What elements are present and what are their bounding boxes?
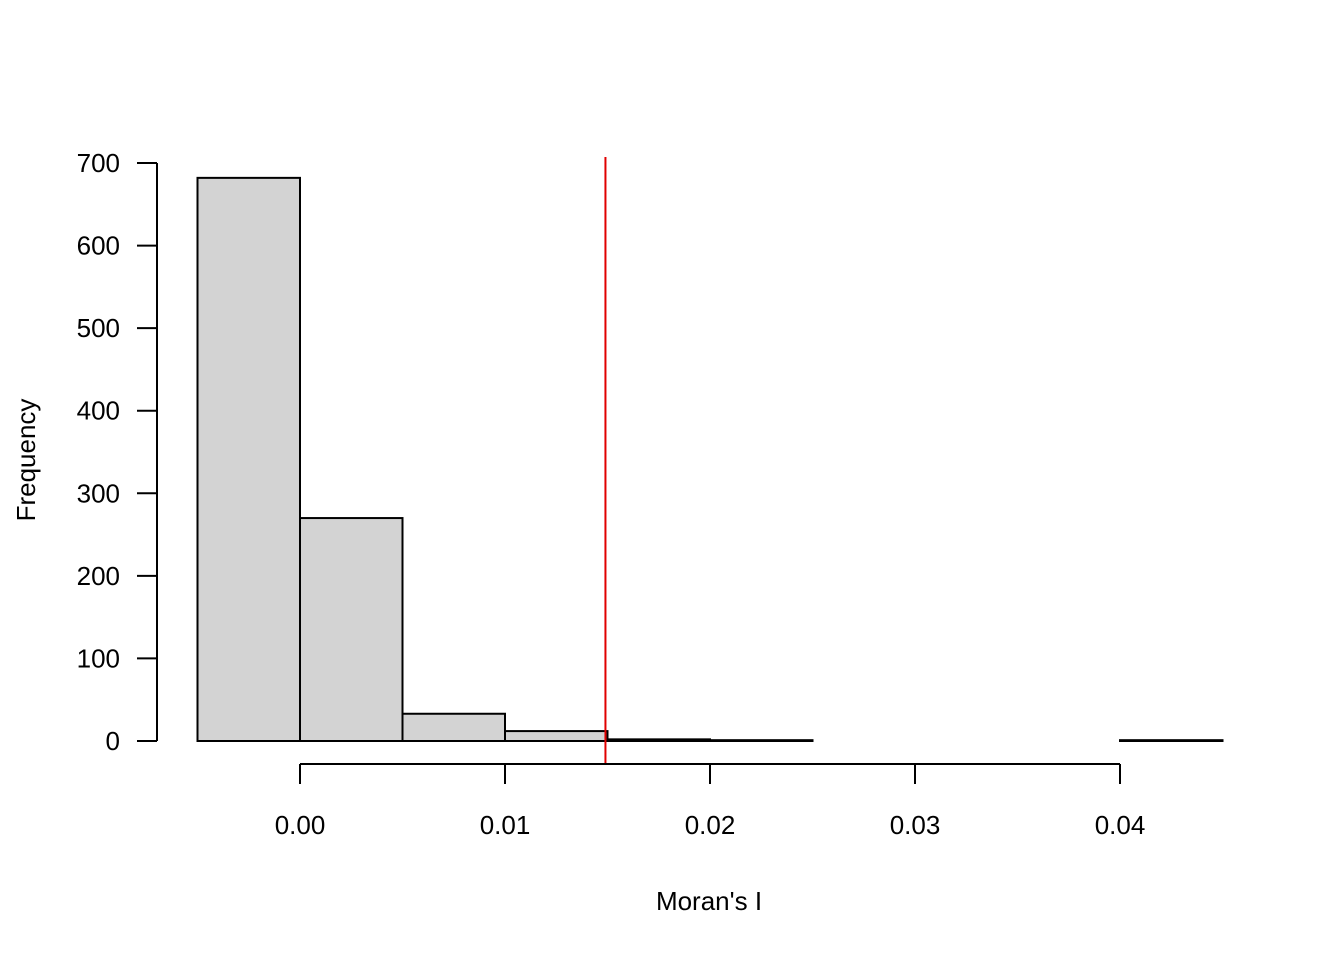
x-tick-label: 0.00 <box>275 810 326 840</box>
histogram-bar <box>299 517 404 742</box>
histogram-bar <box>606 738 711 743</box>
y-tick-label: 700 <box>77 148 120 178</box>
histogram-bar <box>196 176 301 742</box>
y-tick-label: 300 <box>77 478 120 508</box>
y-tick-label: 200 <box>77 561 120 591</box>
x-axis-title: Moran's I <box>656 886 762 916</box>
x-tick-label: 0.02 <box>685 810 736 840</box>
bars-layer <box>196 176 1224 743</box>
histogram-bar <box>504 730 609 743</box>
histogram-bar <box>1119 739 1224 742</box>
x-tick-label: 0.04 <box>1095 810 1146 840</box>
y-axis-title: Frequency <box>11 399 41 522</box>
y-tick-label: 500 <box>77 313 120 343</box>
x-tick-label: 0.01 <box>480 810 531 840</box>
histogram-bar <box>709 739 814 742</box>
x-axis: 0.00 0.01 0.02 0.03 0.04 <box>275 763 1146 840</box>
y-tick-label: 600 <box>77 231 120 261</box>
y-tick-label: 0 <box>106 726 120 756</box>
y-tick-label: 400 <box>77 396 120 426</box>
x-tick-label: 0.03 <box>890 810 941 840</box>
y-tick-label: 100 <box>77 643 120 673</box>
y-axis: 0 100 200 300 400 500 600 700 <box>77 148 158 756</box>
histogram-bar <box>401 712 506 742</box>
